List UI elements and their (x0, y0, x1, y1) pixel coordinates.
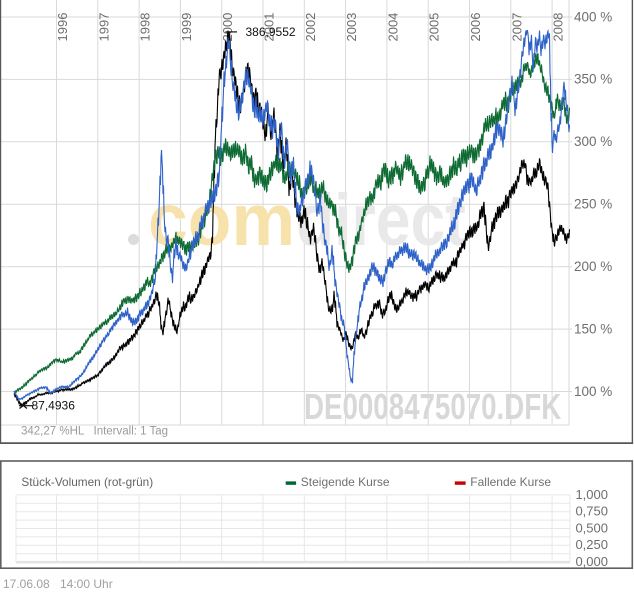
svg-text:0,000: 0,000 (575, 554, 608, 569)
svg-text:17.06.08: 17.06.08 (3, 577, 50, 591)
svg-text:1,000: 1,000 (575, 487, 608, 502)
svg-text:DE0008475070.DFK: DE0008475070.DFK (304, 387, 561, 427)
svg-text:14:00 Uhr: 14:00 Uhr (60, 577, 113, 591)
svg-text:400 %: 400 % (574, 9, 612, 24)
svg-text:Intervall: 1 Tag: Intervall: 1 Tag (94, 426, 169, 438)
svg-text:2005: 2005 (427, 13, 442, 42)
svg-text:1999: 1999 (179, 13, 194, 42)
svg-text:300 %: 300 % (574, 134, 612, 149)
svg-text:0,750: 0,750 (575, 504, 608, 519)
svg-text:100 %: 100 % (574, 384, 612, 399)
svg-text:2003: 2003 (344, 13, 359, 42)
svg-text:2008: 2008 (551, 13, 566, 42)
svg-text:Steigende Kurse: Steigende Kurse (301, 475, 390, 489)
svg-text:2006: 2006 (468, 13, 483, 42)
svg-text:1996: 1996 (55, 13, 70, 42)
svg-text:200 %: 200 % (574, 259, 612, 274)
svg-text:1997: 1997 (96, 13, 111, 42)
svg-text:Stück-Volumen (rot-grün): Stück-Volumen (rot-grün) (21, 475, 153, 489)
svg-text:0,250: 0,250 (575, 537, 608, 552)
svg-text:2002: 2002 (303, 13, 318, 42)
svg-text:0,500: 0,500 (575, 520, 608, 535)
svg-text:1998: 1998 (138, 13, 153, 42)
svg-text:150 %: 150 % (574, 321, 612, 336)
svg-text:2000: 2000 (220, 13, 235, 42)
svg-text:Fallende Kurse: Fallende Kurse (470, 475, 551, 489)
svg-text:2004: 2004 (385, 13, 400, 42)
svg-text:350 %: 350 % (574, 72, 612, 87)
svg-text:342,27 %HL: 342,27 %HL (21, 426, 85, 438)
svg-text:87,4936: 87,4936 (32, 399, 76, 413)
svg-text:2007: 2007 (509, 13, 524, 42)
svg-text:2001: 2001 (262, 13, 277, 42)
svg-text:386,9552: 386,9552 (246, 25, 296, 39)
svg-text:250 %: 250 % (574, 197, 612, 212)
